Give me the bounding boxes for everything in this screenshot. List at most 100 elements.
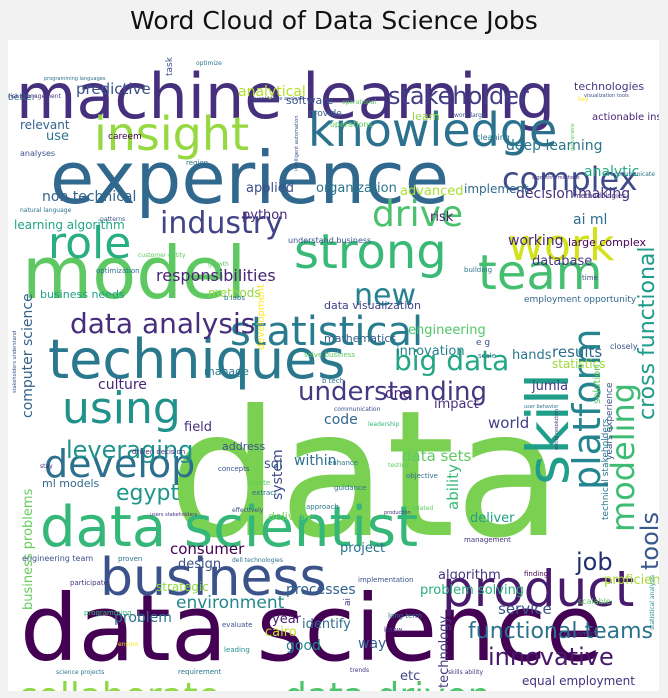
cloud-word: quantitative analysis xyxy=(252,96,305,102)
cloud-word: optimize xyxy=(196,60,222,67)
cloud-word: develop xyxy=(44,442,195,486)
cloud-word: understanding xyxy=(298,377,487,407)
cloud-word: development xyxy=(256,284,267,350)
cloud-word: year xyxy=(272,612,302,627)
cloud-word: statistical xyxy=(230,309,423,355)
cloud-word: data sets xyxy=(402,447,471,465)
cloud-word: engineering xyxy=(408,323,486,338)
cloud-word: extract xyxy=(252,489,277,497)
cloud-word: analyses xyxy=(20,149,55,158)
cloud-word: requirement xyxy=(178,668,221,676)
cloud-word: role xyxy=(48,218,131,269)
cloud-word: effectively xyxy=(232,507,264,514)
cloud-word: customer entity xyxy=(138,252,186,259)
cloud-word: engineering team xyxy=(22,554,93,563)
cloud-word: technologies xyxy=(574,80,644,93)
cloud-word: employment opportunity xyxy=(524,295,637,305)
cloud-word: patterns xyxy=(100,216,125,223)
cloud-word: relevant xyxy=(20,118,70,132)
cloud-word: actionable insights xyxy=(592,112,659,123)
cloud-word: operations xyxy=(330,120,373,129)
cloud-word: user behavior xyxy=(524,404,559,410)
cloud-word: address xyxy=(222,440,265,453)
cloud-word: predictive xyxy=(76,80,151,98)
cloud-word: service xyxy=(498,600,552,618)
cloud-word: region xyxy=(186,159,208,167)
cloud-word: science projects xyxy=(56,669,104,676)
cloud-word: cleaning xyxy=(476,133,510,142)
cloud-word: complex xyxy=(502,160,638,198)
cloud-word: proven xyxy=(118,555,142,563)
cloud-word: equal employment xyxy=(522,674,635,688)
cloud-word: data analysis xyxy=(70,307,255,340)
cloud-word: processes xyxy=(286,582,356,598)
cloud-word: concepts xyxy=(218,465,250,473)
cloud-word: dell technologies xyxy=(232,557,283,564)
cloud-word: programming xyxy=(84,609,132,617)
cloud-word: functional teams xyxy=(468,619,653,644)
cloud-word: algorithm methods xyxy=(532,175,580,181)
cloud-word: optimization xyxy=(96,267,140,275)
cloud-word: enhance xyxy=(328,459,358,467)
cloud-word: methodologies xyxy=(574,192,626,200)
cloud-word: software xyxy=(286,94,333,107)
cloud-word: project xyxy=(340,541,385,556)
cloud-word: manage xyxy=(204,365,249,378)
cloud-word: deliver xyxy=(470,511,515,526)
cloud-word: ai xyxy=(343,598,353,606)
cloud-word: applied xyxy=(246,181,294,196)
cloud-word: solution xyxy=(592,364,603,404)
cloud-word: business xyxy=(100,548,327,608)
cloud-word: intelligent automation xyxy=(294,116,300,172)
cloud-word: innovative xyxy=(488,643,614,671)
cloud-word: ensure xyxy=(118,641,139,648)
cloud-word: experience xyxy=(50,136,449,220)
cloud-word: python xyxy=(242,208,287,223)
cloud-word: problem solving xyxy=(420,583,524,598)
cloud-word: scale xyxy=(478,352,496,360)
cloud-word: delivery xyxy=(268,510,313,523)
cloud-word: trends xyxy=(350,667,369,674)
cloud-word: way xyxy=(358,636,386,652)
cloud-word: better xyxy=(8,93,36,103)
cloud-word: team xyxy=(478,245,603,301)
cloud-word: culture xyxy=(98,377,147,393)
cloud-word: proficiency xyxy=(604,573,659,588)
cloud-word: dynamic xyxy=(564,630,594,638)
cloud-word: communicate xyxy=(614,171,655,178)
cloud-word: one xyxy=(385,386,411,402)
cloud-word: time xyxy=(582,274,598,282)
cloud-word: identify xyxy=(302,617,351,632)
cloud-word: ability xyxy=(444,464,462,510)
cloud-word: world xyxy=(488,414,529,432)
cloud-word: create xyxy=(248,479,270,487)
cloud-word: b labs xyxy=(224,294,245,302)
chart-title: Word Cloud of Data Science Jobs xyxy=(130,6,538,35)
cloud-word: users stakeholders xyxy=(150,512,197,518)
cloud-word: data scientist xyxy=(40,495,418,560)
cloud-word: communication xyxy=(334,406,381,413)
cloud-word: design xyxy=(178,557,221,572)
cloud-word: leadership xyxy=(368,421,400,428)
cloud-word: technical stakeholders xyxy=(601,418,611,520)
cloud-word: knowledge xyxy=(308,103,557,157)
cloud-word: learning algorithm xyxy=(14,218,125,232)
cloud-word: leveraging xyxy=(66,436,193,464)
cloud-word: b tech xyxy=(322,377,344,385)
cloud-word: analytic xyxy=(584,164,639,180)
cloud-word: e g xyxy=(476,338,490,348)
cloud-word: related xyxy=(412,505,433,512)
cloud-word: stakeholders understand xyxy=(12,331,18,393)
cloud-word: job xyxy=(575,548,613,576)
cloud-word: stakeholder xyxy=(388,82,529,110)
cloud-word: modeling xyxy=(604,383,642,532)
cloud-word: decision making xyxy=(516,186,630,202)
cloud-word: within xyxy=(294,453,336,469)
cloud-word: operational xyxy=(342,99,376,106)
cloud-word: tools xyxy=(636,512,659,570)
cloud-word: computer science xyxy=(20,293,36,418)
cloud-word: provide xyxy=(308,109,342,119)
cloud-word: testing xyxy=(388,462,409,469)
cloud-word: programming languages xyxy=(44,76,106,82)
